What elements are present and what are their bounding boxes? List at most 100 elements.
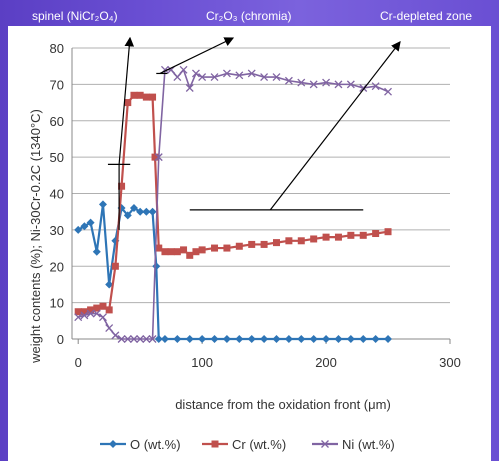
data-point-1-1 [80,308,88,316]
legend-marker-1 [211,440,219,448]
data-point-0-14 [154,335,163,343]
data-point-0-4 [98,200,107,209]
chromia-label: Cr₂O₃ (chromia) [206,9,292,23]
y-tick-label-70: 70 [50,77,64,92]
data-point-0-15 [160,335,169,343]
data-point-1-6 [111,262,119,270]
y-tick-label-80: 80 [50,41,64,56]
legend-label-2: Ni (wt.%) [342,437,395,452]
data-point-2-22 [222,69,231,78]
x-tick-label-0: 0 [75,355,82,370]
x-tick-label-300: 300 [439,355,461,370]
data-point-2-35 [384,87,392,96]
data-point-1-26 [260,240,268,248]
data-point-2-11 [142,335,151,343]
data-point-0-3 [92,247,101,256]
data-point-2-32 [346,80,355,89]
data-point-0-2 [86,218,95,227]
data-point-1-16 [167,248,175,256]
data-point-1-4 [99,302,107,310]
data-point-1-24 [235,242,243,250]
data-point-1-27 [272,239,280,247]
chromia-arrow [159,37,235,75]
x-tick-label-100: 100 [191,355,213,370]
data-point-1-23 [223,244,231,252]
data-point-1-22 [211,244,219,252]
x-axis-label: distance from the oxidation front (μm) [175,397,391,412]
series-line-1 [78,94,389,313]
series-line-0 [77,203,389,341]
data-point-0-23 [260,335,269,343]
y-tick-label-10: 10 [50,296,64,311]
data-point-0-17 [185,335,194,343]
annotation-bar: spinel (NiCr₂O₄) Cr₂O₃ (chromia) Cr-depl… [0,0,499,26]
x-tick-label-200: 200 [315,355,337,370]
data-point-1-3 [93,304,101,312]
data-point-0-19 [210,335,219,343]
data-point-2-8 [123,335,132,343]
depleted-zone-label: Cr-depleted zone [380,9,473,23]
data-point-0-30 [346,335,355,343]
data-point-1-30 [310,235,318,243]
data-point-0-1 [80,222,89,231]
data-point-2-17 [179,65,188,74]
series-0 [74,200,393,343]
data-point-0-11 [142,207,151,216]
data-point-1-21 [198,246,206,254]
data-point-1-25 [248,240,256,248]
data-point-2-2 [86,309,95,318]
data-point-1-33 [347,231,355,239]
data-point-0-21 [235,335,244,343]
data-point-0-33 [384,335,393,343]
data-point-0-18 [198,335,207,343]
data-point-0-16 [173,335,182,343]
data-point-2-13 [154,153,163,162]
data-point-1-17 [173,248,181,256]
data-point-2-20 [198,73,207,82]
legend-label-1: Cr (wt.%) [232,437,286,452]
data-point-2-4 [99,313,107,322]
data-point-2-30 [322,78,331,87]
depleted-arrow [269,41,401,211]
data-point-0-12 [148,207,157,216]
data-point-2-19 [191,69,200,78]
spinel-arrow [118,36,135,165]
data-point-1-29 [297,237,305,245]
annotation-arrows [107,36,401,230]
y-tick-label-40: 40 [50,187,64,202]
series-line-2 [77,69,389,340]
series-1 [74,91,392,316]
data-point-1-34 [359,231,367,239]
y-tick-label-20: 20 [50,259,64,274]
data-point-2-34 [371,82,380,91]
data-point-1-32 [334,233,342,241]
spinel-label: spinel (NiCr₂O₄) [32,9,118,23]
data-point-0-32 [371,335,380,343]
data-point-1-35 [372,230,380,238]
data-point-2-1 [80,311,89,320]
data-point-0-29 [334,335,343,343]
data-point-0-22 [247,335,256,343]
legend-marker-0 [109,440,117,448]
data-point-1-31 [322,233,330,241]
data-point-2-10 [136,335,145,343]
data-point-1-2 [87,306,95,314]
series-group [74,65,393,343]
y-tick-label-50: 50 [50,150,64,165]
data-point-2-6 [111,331,120,340]
data-point-0-13 [152,262,161,271]
data-point-2-3 [92,309,101,318]
data-point-2-21 [210,73,219,82]
y-tick-label-60: 60 [50,114,64,129]
data-point-1-8 [124,99,132,107]
data-point-1-9 [130,91,138,99]
legend-item-1: Cr (wt.%) [202,437,286,452]
legend-item-2: Ni (wt.%) [312,437,395,452]
data-point-0-10 [136,207,145,216]
data-point-0-27 [309,335,318,343]
data-point-1-36 [384,228,392,236]
line-chart: 0 10 20 30 40 50 60 70 80 0 100 200 300 distance fro… [28,36,461,452]
data-point-1-0 [74,308,82,316]
legend: O (wt.%) Cr (wt.%) Ni (wt.%) [100,437,395,452]
data-point-1-7 [118,182,126,190]
